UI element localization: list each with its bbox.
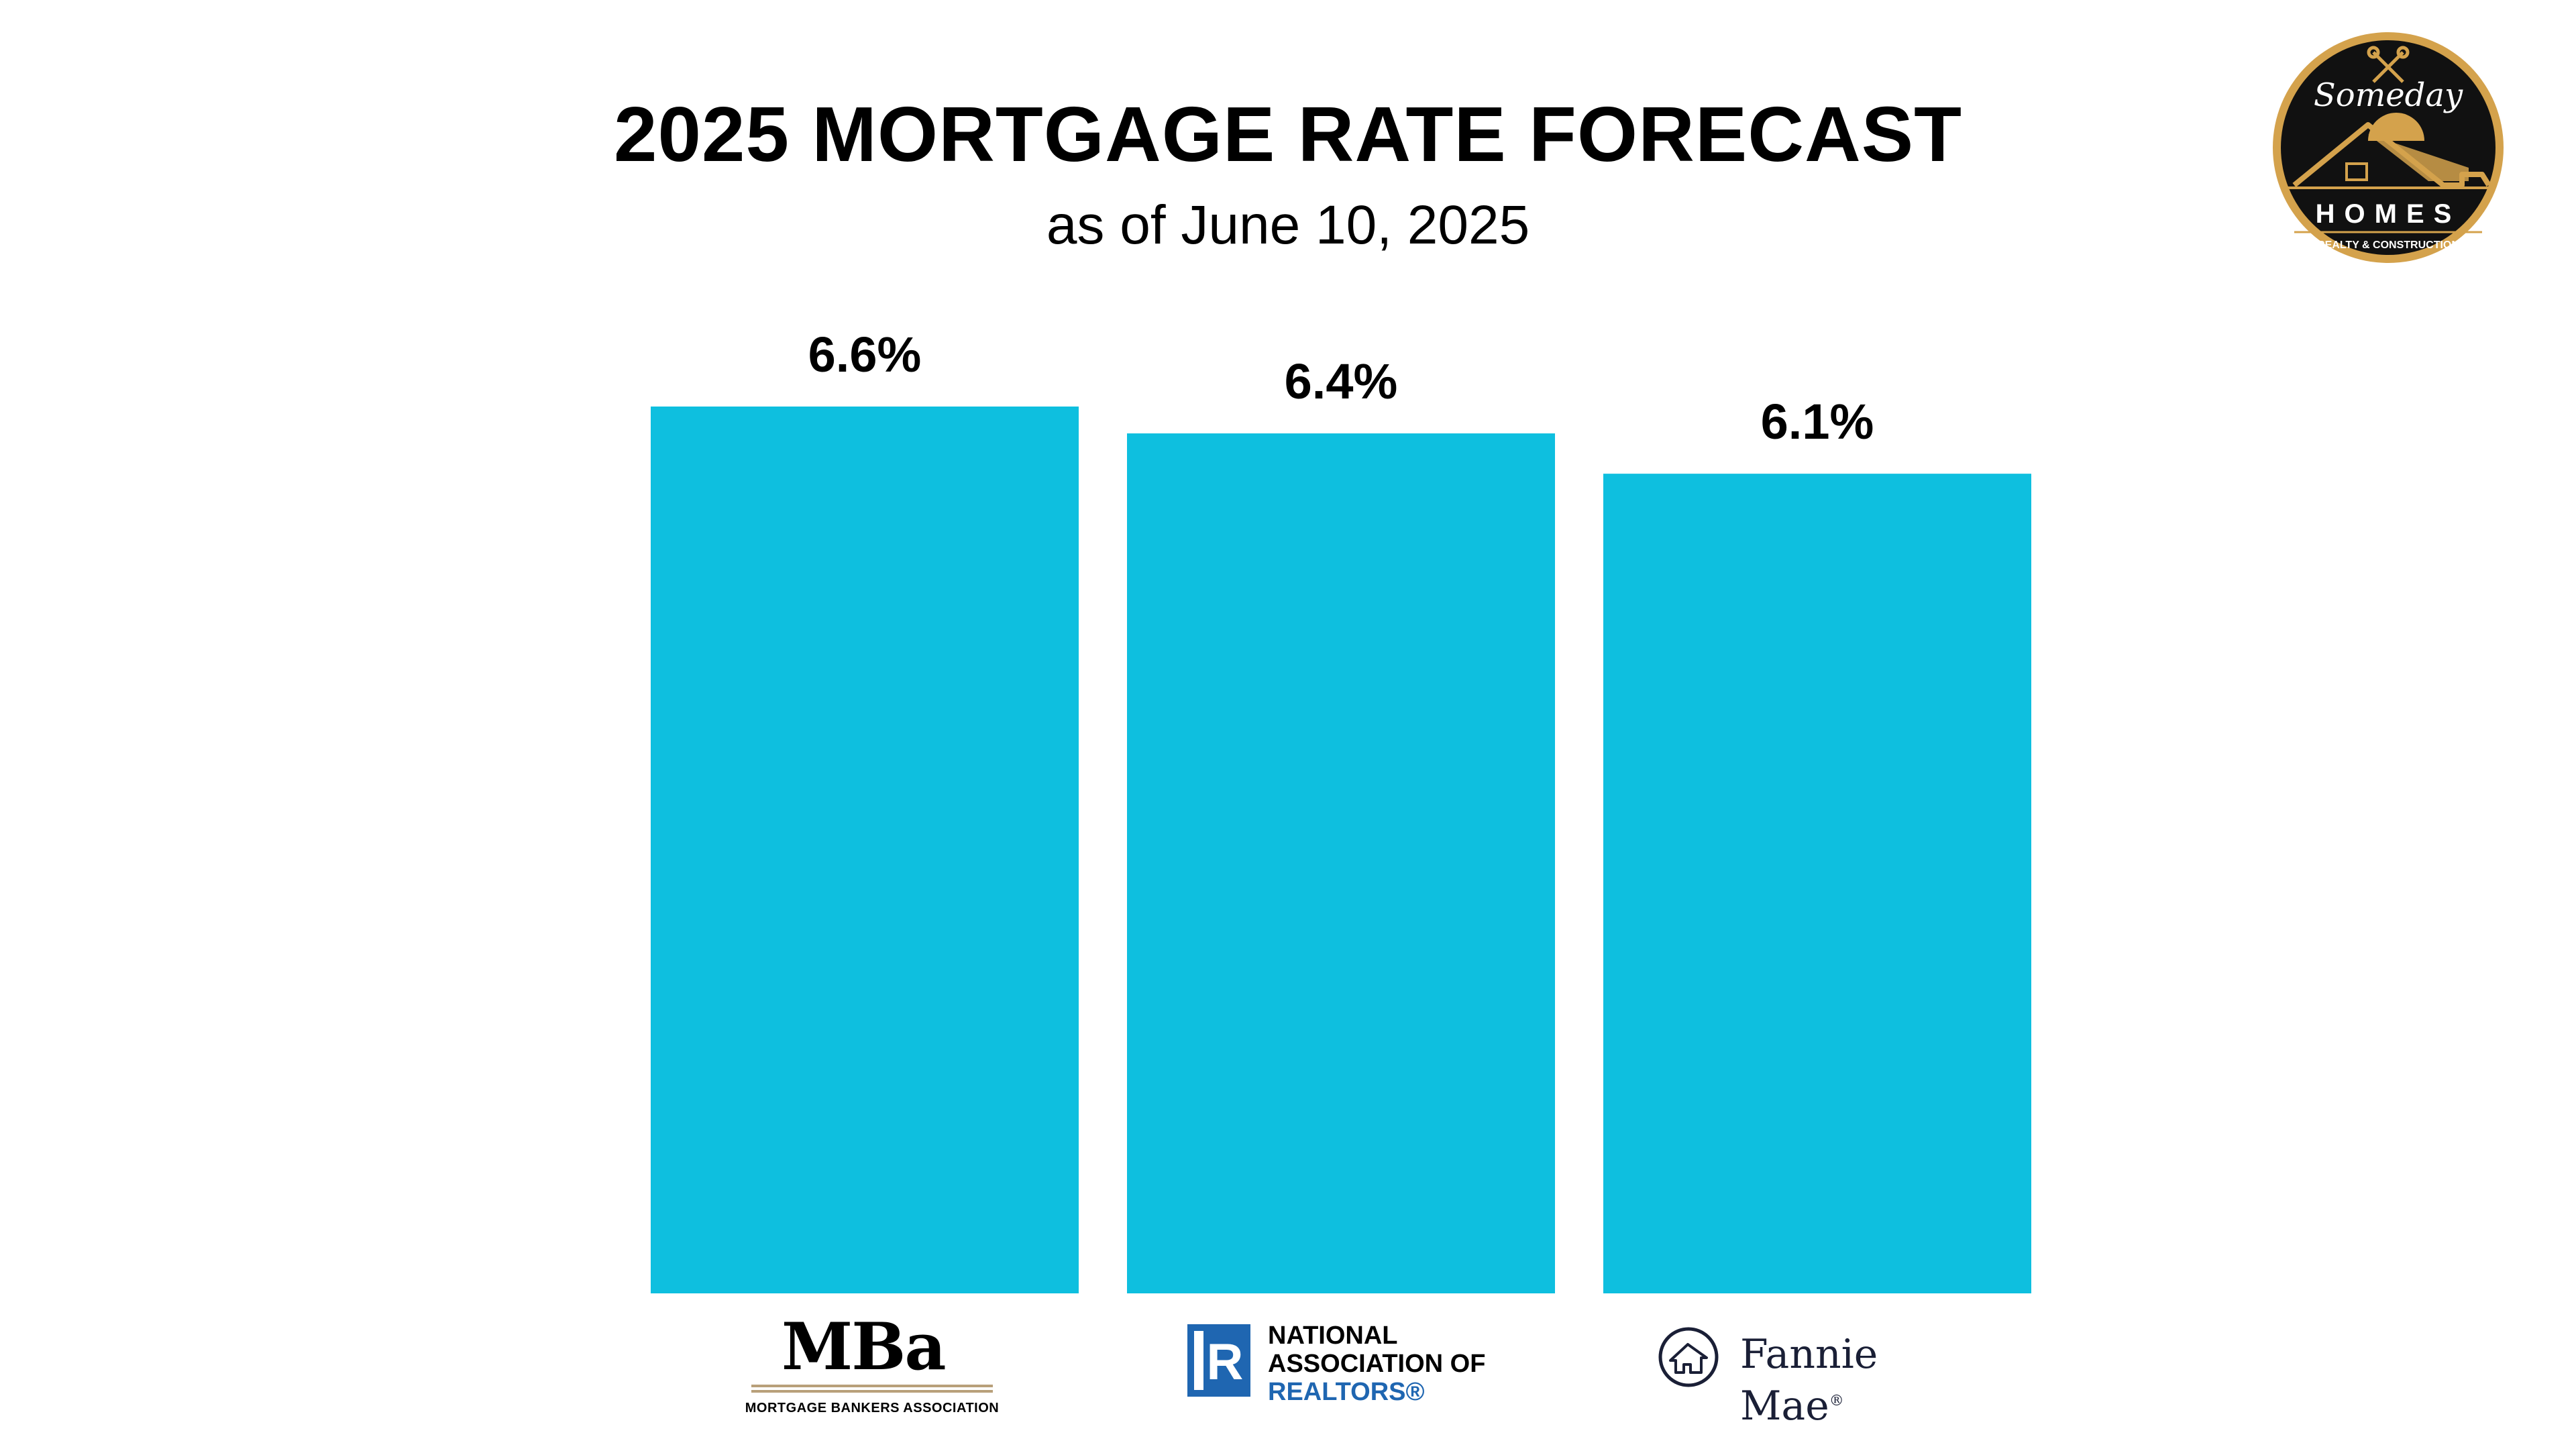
fannie-mae-logo: Fannie Mae® (1657, 1315, 1979, 1430)
nar-logo-line2: ASSOCIATION OF (1268, 1350, 1486, 1378)
nar-logo: R NATIONAL ASSOCIATION OF REALTORS® (1187, 1315, 1509, 1429)
someday-homes-logo: Someday HOMES REALTY & CONSTRUCTION (2273, 32, 2504, 263)
svg-text:R: R (1207, 1334, 1244, 1391)
bar-value-label-3: 6.1% (1761, 394, 1874, 449)
brand-script-name: Someday (2314, 76, 2463, 114)
house-roof-icon (2292, 122, 2491, 188)
mba-logo-word: MBa (782, 1309, 947, 1385)
bar-2 (1127, 433, 1555, 1294)
chart-title: 2025 MORTGAGE RATE FORECAST (614, 91, 1962, 178)
mba-logo-subtitle: MORTGAGE BANKERS ASSOCIATION (745, 1401, 1000, 1415)
realtor-r-icon: R (1187, 1324, 1250, 1397)
bar-3 (1603, 474, 2031, 1293)
brand-tagline: REALTY & CONSTRUCTION (2317, 239, 2459, 251)
bar-value-label-1: 6.6% (808, 327, 922, 382)
mba-logo-rules (751, 1385, 993, 1394)
nar-logo-line3: REALTORS® (1268, 1378, 1425, 1406)
crossed-keys-icon (2367, 46, 2410, 83)
bar-1 (651, 407, 1079, 1293)
fannie-mae-word: Fannie Mae® (1740, 1331, 1878, 1430)
mba-logo: MBa MORTGAGE BANKERS ASSOCIATION (745, 1315, 1000, 1429)
bar-value-label-2: 6.4% (1285, 354, 1398, 409)
brand-name: HOMES (2316, 199, 2461, 229)
fannie-mae-house-icon (1658, 1327, 1719, 1387)
nar-logo-line1: NATIONAL (1268, 1322, 1398, 1350)
chart-subtitle: as of June 10, 2025 (1046, 195, 1530, 256)
nar-logo-text: NATIONAL ASSOCIATION OF REALTORS® (1268, 1322, 1485, 1406)
